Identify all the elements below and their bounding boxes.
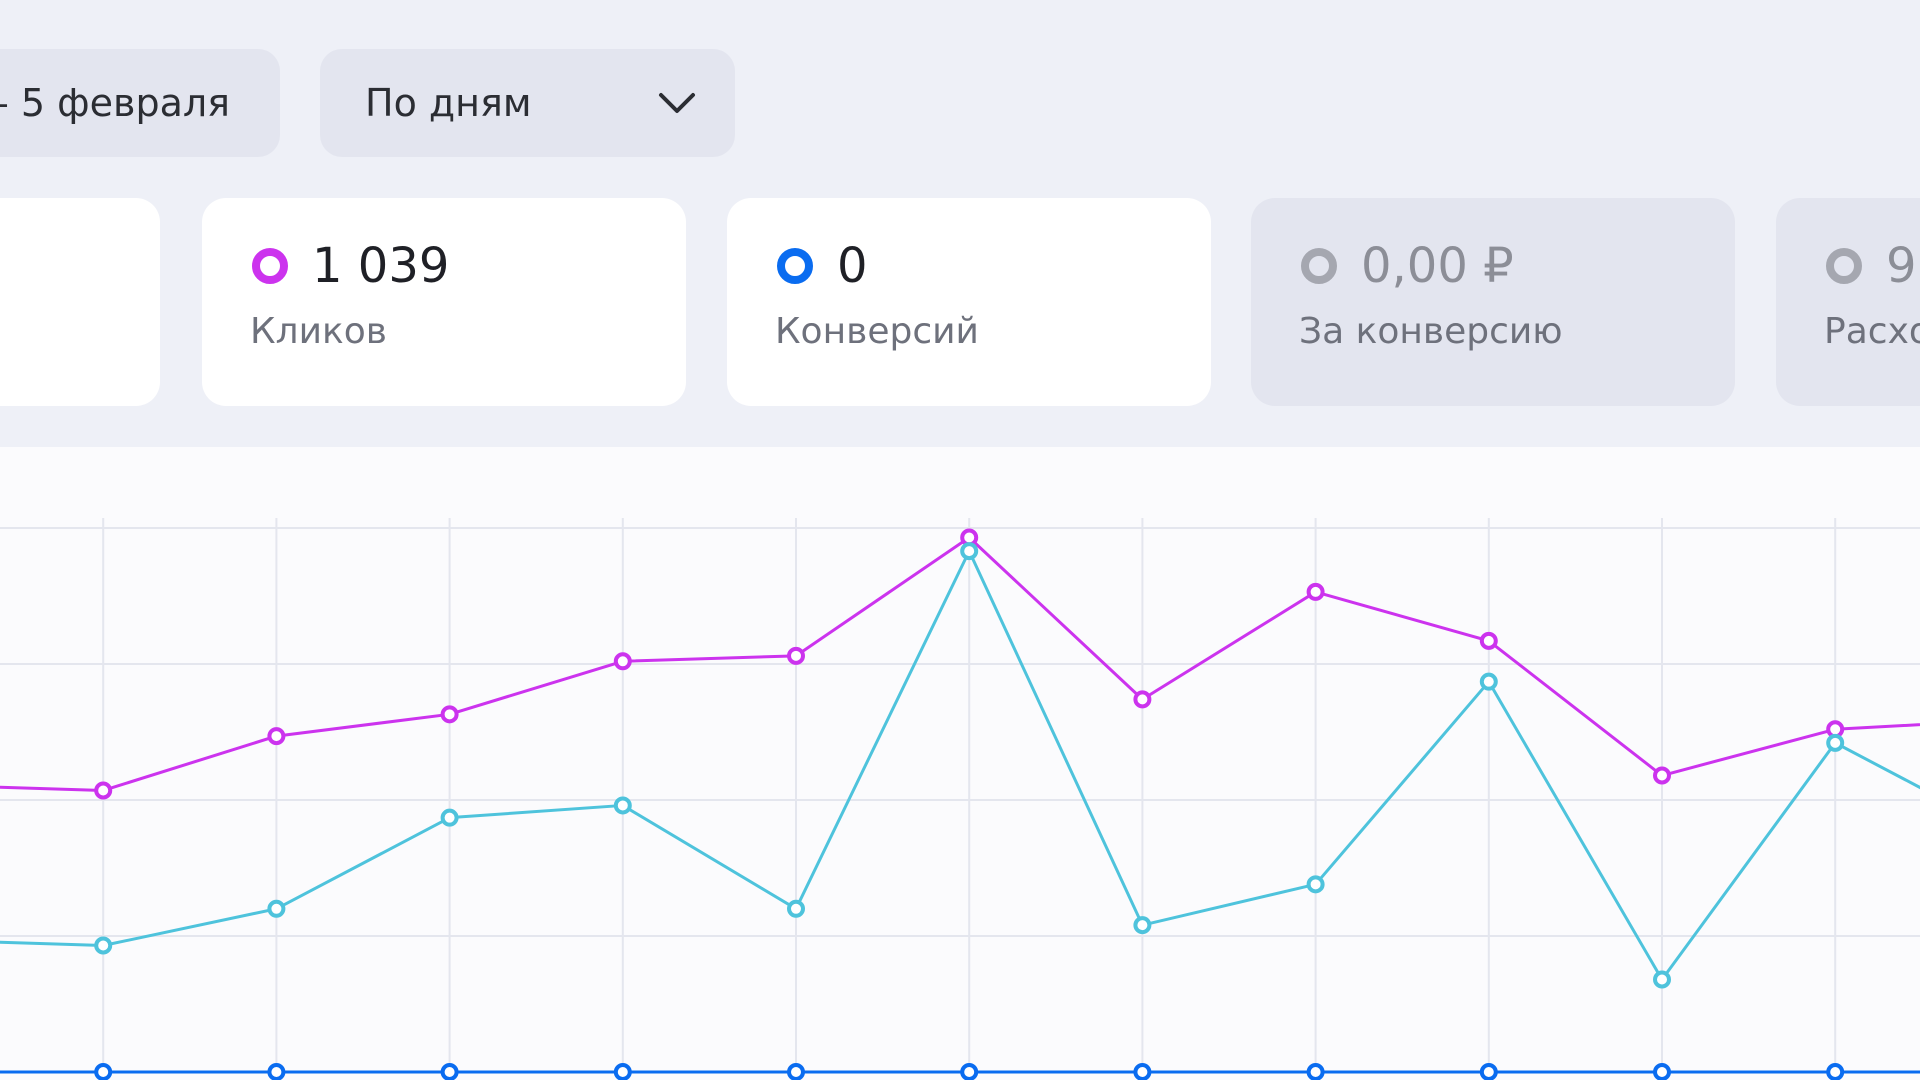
data-point xyxy=(1826,1063,1845,1080)
metric-card-clicks[interactable]: 1 039 Кликов xyxy=(202,198,686,406)
data-point xyxy=(960,542,979,561)
metric-label: Кликов xyxy=(250,311,387,352)
grouping-select[interactable]: По дням xyxy=(320,49,735,157)
metric-label: Расхо xyxy=(1824,311,1920,352)
data-point xyxy=(1479,631,1498,650)
metric-value: 1 039 xyxy=(312,238,450,294)
metric-label: Конверсий xyxy=(775,311,979,352)
data-point xyxy=(440,1063,459,1080)
series-toggle-icon xyxy=(1826,248,1862,284)
chart-panel xyxy=(0,447,1920,1080)
data-point xyxy=(613,1063,632,1080)
metric-card-spend[interactable]: 9 Расхо xyxy=(1776,198,1920,406)
series-marker-clicks xyxy=(252,248,288,284)
data-point xyxy=(1306,1063,1325,1080)
data-point xyxy=(960,1063,979,1080)
data-point xyxy=(1653,1063,1671,1080)
data-point xyxy=(1479,1063,1498,1080)
data-point xyxy=(94,781,113,800)
data-point xyxy=(1306,582,1325,601)
data-point xyxy=(267,727,286,746)
data-point xyxy=(94,936,113,955)
series-marker-spend xyxy=(1826,248,1862,284)
metric-label: За конверсию xyxy=(1299,311,1563,352)
series-toggle-icon xyxy=(1301,248,1337,284)
chevron-down-icon xyxy=(659,93,695,113)
metric-card-prev[interactable] xyxy=(0,198,160,406)
metric-value: 0 xyxy=(837,238,868,294)
chart-points xyxy=(94,528,1845,1080)
grouping-value: По дням xyxy=(365,81,532,125)
chart-series xyxy=(0,536,1920,1074)
data-point xyxy=(1133,1063,1152,1080)
date-range-picker[interactable]: — 5 февраля xyxy=(0,49,280,157)
date-range-text: — 5 февраля xyxy=(0,81,230,125)
data-point xyxy=(267,1063,286,1080)
data-point xyxy=(1653,970,1671,989)
series-line-1 xyxy=(0,549,1920,982)
series-toggle-icon xyxy=(777,248,813,284)
metric-value: 0,00 ₽ xyxy=(1361,238,1514,294)
data-point xyxy=(613,796,632,815)
metric-card-conversions[interactable]: 0 Конверсий xyxy=(727,198,1211,406)
data-point xyxy=(1306,875,1325,894)
series-marker-conversions xyxy=(777,248,813,284)
series-marker-cost xyxy=(1301,248,1337,284)
data-point xyxy=(1653,766,1671,785)
data-point xyxy=(440,808,459,827)
line-chart xyxy=(0,518,1920,1080)
data-point xyxy=(787,646,805,665)
data-point xyxy=(613,652,632,671)
data-point xyxy=(1133,690,1152,709)
chart-grid xyxy=(0,518,1920,1080)
metric-value: 9 xyxy=(1886,238,1917,294)
data-point xyxy=(440,705,459,724)
data-point xyxy=(787,1063,805,1080)
data-point xyxy=(787,899,805,918)
series-toggle-icon xyxy=(252,248,288,284)
metric-card-cost-per-conversion[interactable]: 0,00 ₽ За конверсию xyxy=(1251,198,1735,406)
data-point xyxy=(1826,733,1845,752)
data-point xyxy=(1479,672,1498,691)
data-point xyxy=(94,1063,113,1080)
data-point xyxy=(1133,916,1152,935)
data-point xyxy=(267,899,286,918)
